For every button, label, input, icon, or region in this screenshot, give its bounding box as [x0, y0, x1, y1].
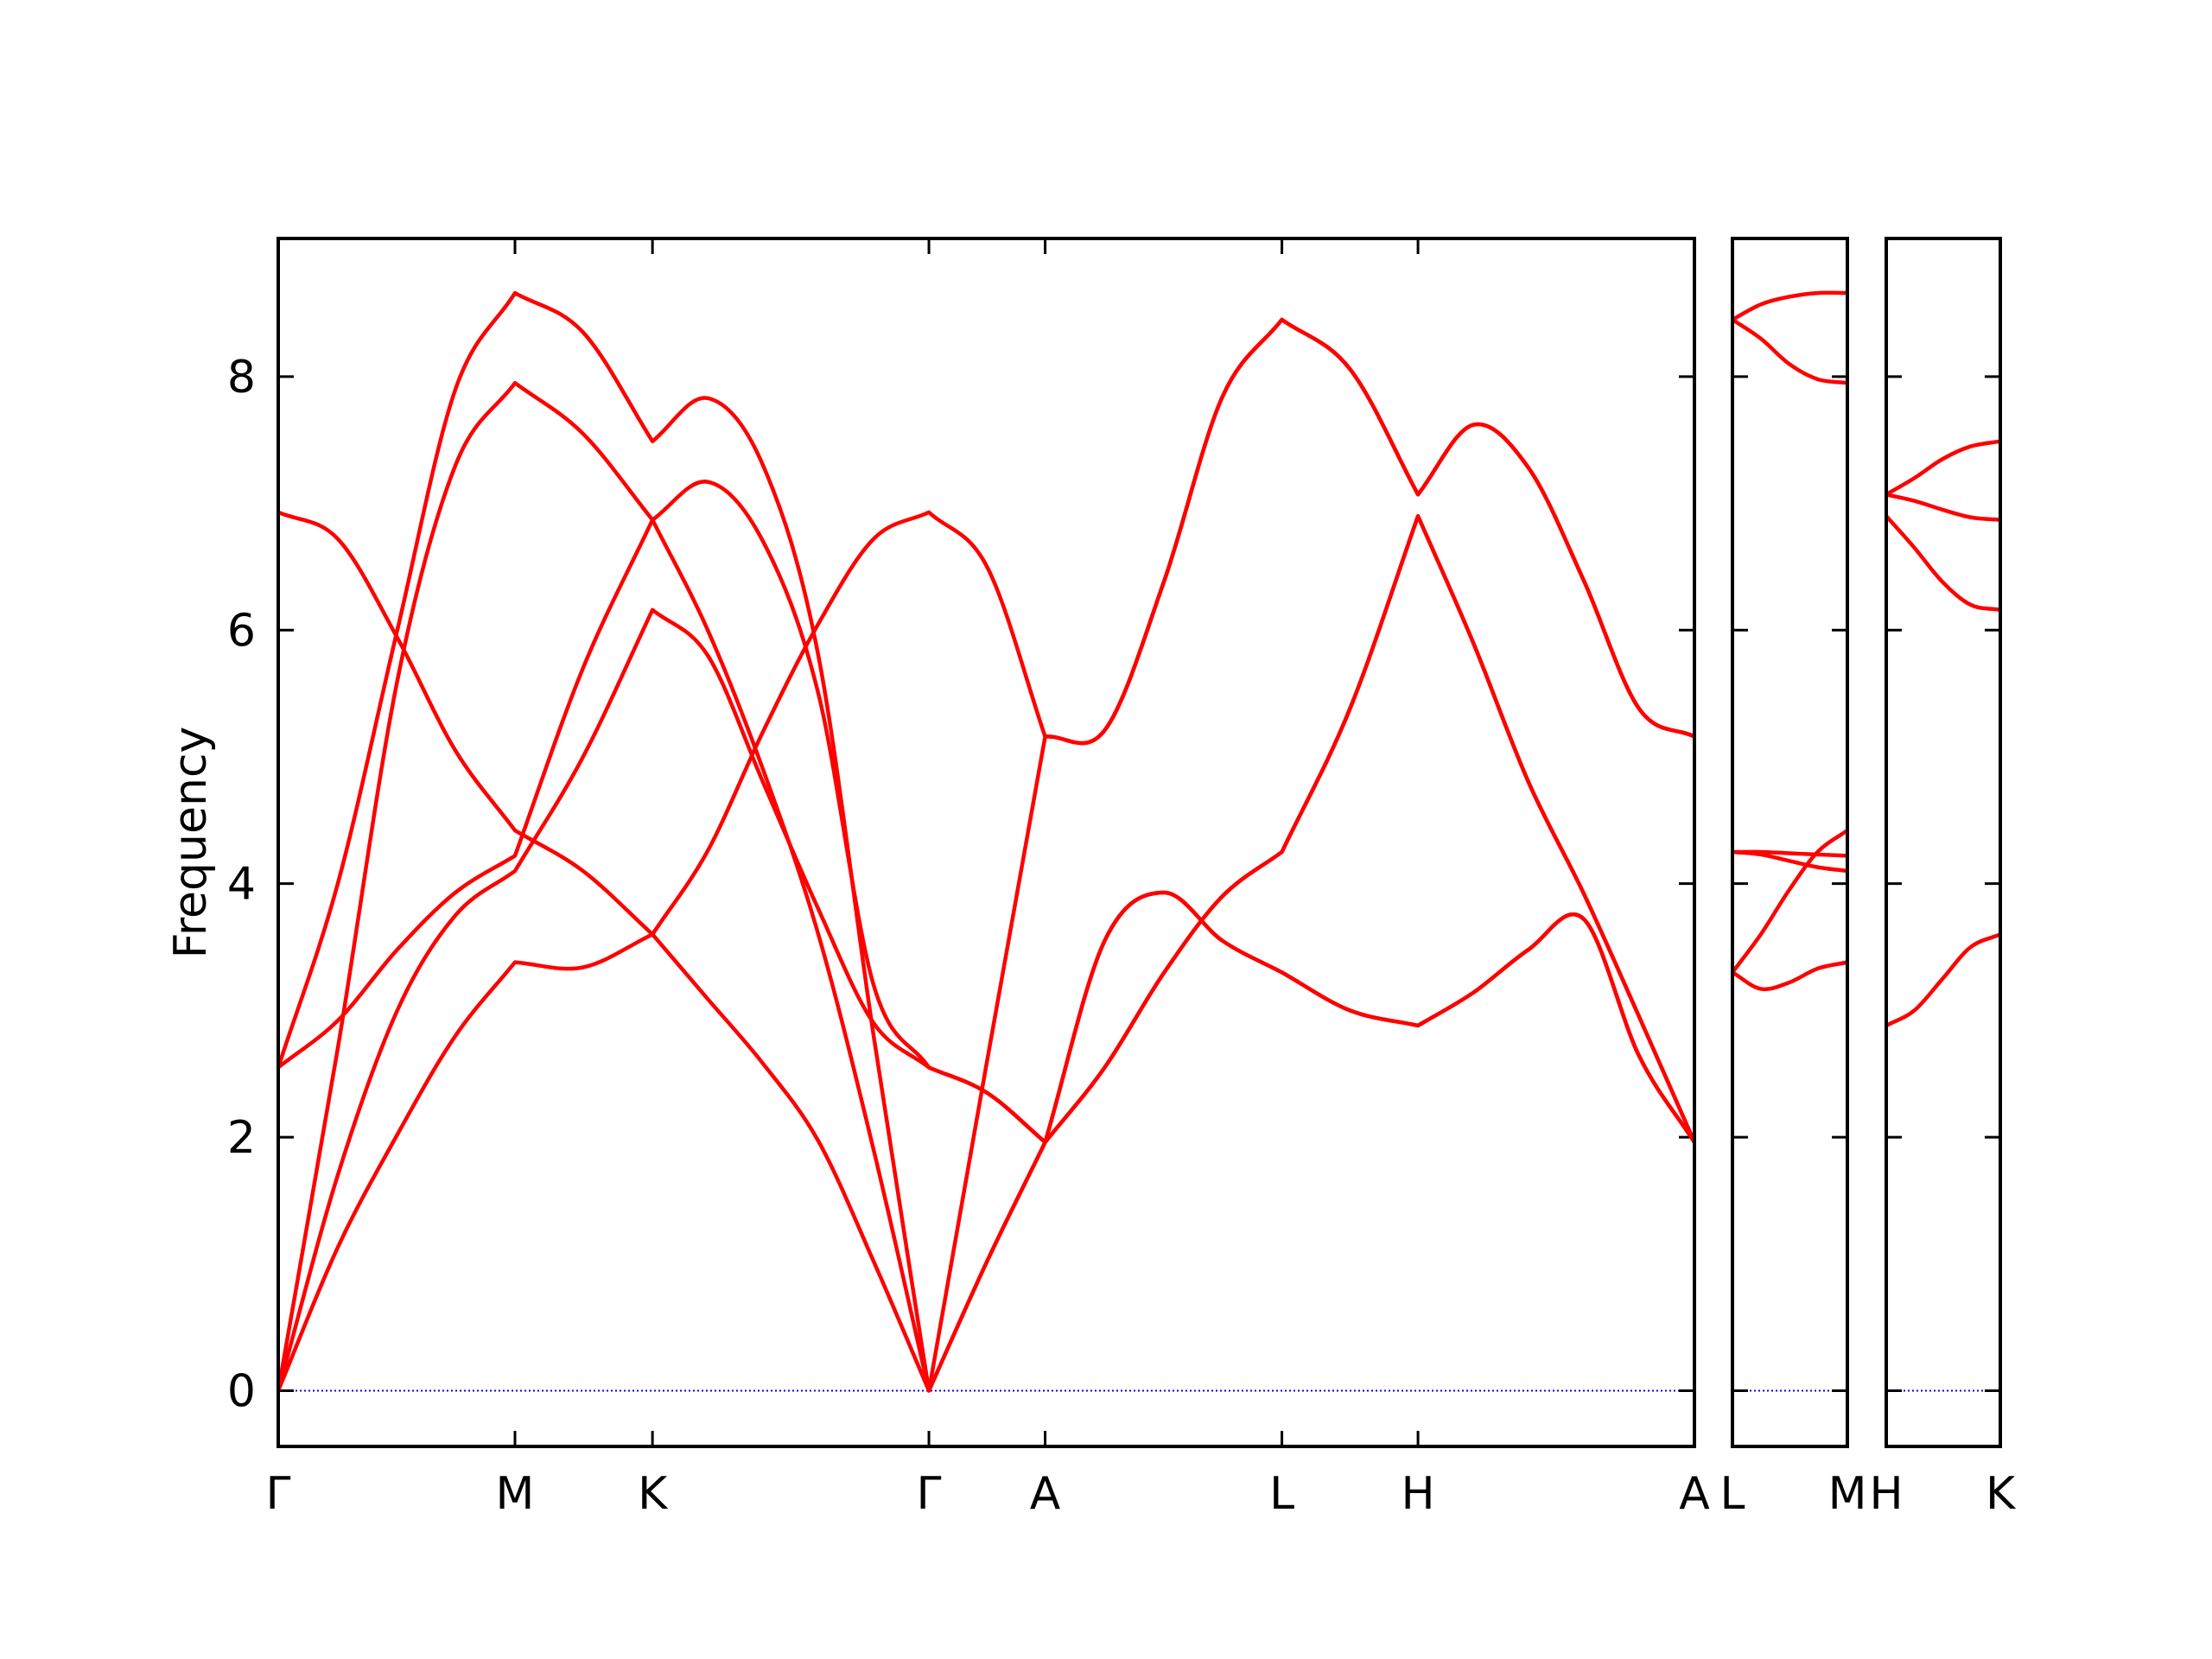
band-line: [276, 480, 1697, 1145]
x-tick-label: K: [1986, 1468, 2017, 1520]
plot-frame: [1885, 237, 2002, 1448]
band-line: [1885, 439, 2001, 497]
band-line: [276, 514, 1697, 1392]
x-tick-label: H: [1402, 1468, 1435, 1520]
y-tick-label: 8: [227, 352, 256, 404]
y-tick-label: 2: [227, 1112, 256, 1164]
band-line: [1731, 318, 1848, 385]
band-line: [1885, 493, 2001, 522]
x-tick-label: M: [496, 1468, 535, 1520]
x-tick-label: L: [1269, 1468, 1294, 1520]
x-tick-label: A: [1030, 1468, 1061, 1520]
band-line: [276, 290, 1696, 1393]
y-axis-label: Frequency: [165, 727, 217, 959]
band-line: [1731, 829, 1849, 974]
band-line: [1731, 960, 1848, 992]
y-tick-label: 0: [227, 1365, 256, 1417]
x-tick-label: K: [638, 1468, 669, 1520]
band-line: [1731, 290, 1848, 321]
y-tick-label: 6: [227, 605, 256, 657]
plot-frame: [1731, 237, 1849, 1448]
y-tick-label: 4: [227, 859, 256, 911]
band-line: [276, 317, 1696, 1393]
band-line: [276, 317, 1696, 1392]
x-tick-label: Γ: [266, 1468, 291, 1520]
x-tick-label: L: [1720, 1468, 1745, 1520]
x-tick-label: M: [1828, 1468, 1867, 1520]
x-tick-label: H: [1869, 1468, 1903, 1520]
band-line: [1885, 514, 2001, 613]
band-line: [1885, 932, 2001, 1027]
band-line: [1732, 849, 1848, 874]
x-tick-label: A: [1679, 1468, 1710, 1520]
plot-frame: [276, 237, 1696, 1448]
x-tick-label: Γ: [917, 1468, 942, 1520]
